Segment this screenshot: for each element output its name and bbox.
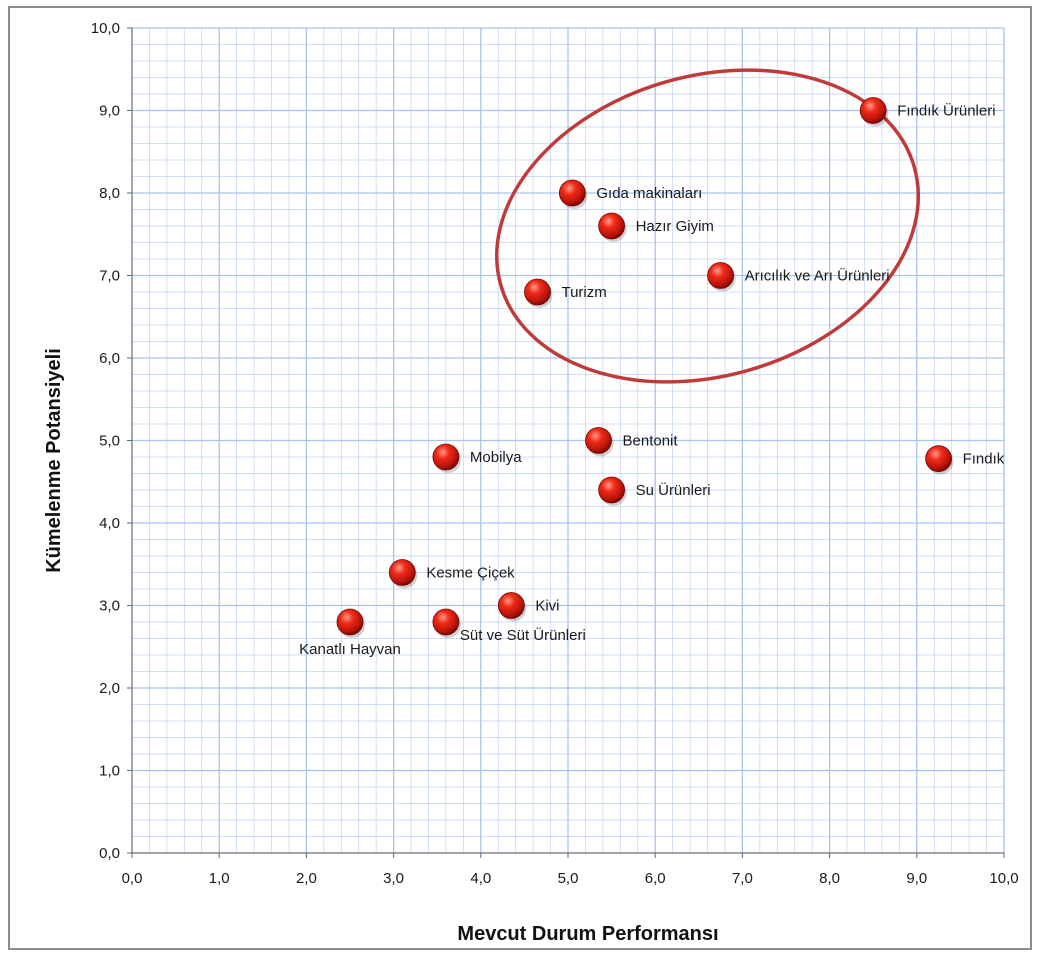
- data-point: Gıda makinaları: [558, 179, 702, 209]
- data-point: Kivi: [497, 592, 559, 622]
- point-label: Süt ve Süt Ürünleri: [460, 626, 586, 644]
- y-tick-label: 1,0: [99, 763, 120, 780]
- y-tick-label: 4,0: [99, 515, 120, 532]
- axis-ticks: 0,0 1,0 2,0 3,0 4,0 5,0 6,0 7,0 8,0 9,0 10,0 0,0 1,0…: [91, 20, 1019, 887]
- grid: [131, 27, 1005, 854]
- y-tick-label: 10,0: [91, 20, 120, 37]
- data-point: Hazır Giyim: [598, 212, 714, 242]
- point-label: Mobilya: [470, 449, 522, 466]
- x-tick-label: 3,0: [383, 870, 404, 887]
- y-axis-title: Kümelenme Potansiyeli: [43, 348, 65, 573]
- point-label: Bentonit: [623, 433, 679, 450]
- data-point: Fındık Ürünleri: [859, 97, 996, 127]
- point-label: Arıcılık ve Arı Ürünleri: [745, 267, 890, 285]
- data-point: Kesme Çiçek: [388, 559, 515, 589]
- data-point: Arıcılık ve Arı Ürünleri: [707, 262, 890, 292]
- x-tick-label: 7,0: [732, 870, 753, 887]
- y-tick-label: 3,0: [99, 598, 120, 615]
- point-marker: [598, 212, 625, 240]
- y-tick-label: 6,0: [99, 350, 120, 367]
- point-marker: [598, 476, 625, 504]
- point-marker: [585, 427, 612, 454]
- x-tick-label: 8,0: [819, 870, 840, 887]
- point-marker: [388, 559, 416, 586]
- point-label: Fındık: [963, 451, 1005, 468]
- point-label: Turizm: [561, 284, 606, 301]
- y-tick-label: 0,0: [99, 845, 120, 862]
- point-marker: [859, 97, 887, 124]
- point-marker: [497, 592, 525, 619]
- data-point: Fındık: [925, 445, 1005, 475]
- point-marker: [432, 443, 460, 471]
- point-marker: [925, 445, 952, 473]
- y-tick-label: 2,0: [99, 680, 120, 697]
- point-marker: [336, 608, 364, 636]
- point-label: Su Ürünleri: [636, 481, 711, 499]
- highlight-ellipse: [495, 68, 921, 384]
- point-marker: [558, 179, 586, 207]
- x-tick-label: 0,0: [122, 870, 143, 887]
- x-tick-label: 2,0: [296, 870, 317, 887]
- x-tick-label: 1,0: [209, 870, 230, 887]
- data-point: Süt ve Süt Ürünleri: [432, 608, 586, 644]
- x-tick-label: 9,0: [906, 870, 927, 887]
- data-point: Mobilya: [432, 443, 522, 473]
- x-tick-label: 4,0: [470, 870, 491, 887]
- point-label: Kivi: [535, 598, 559, 615]
- point-marker: [707, 262, 734, 289]
- point-label: Hazır Giyim: [636, 218, 714, 235]
- data-point: Kanatlı Hayvan: [299, 608, 401, 658]
- highlight-ellipse-layer: [495, 68, 921, 384]
- point-label: Kesme Çiçek: [426, 565, 515, 582]
- data-point: Su Ürünleri: [598, 476, 711, 506]
- data-point: Turizm: [524, 278, 607, 308]
- y-tick-label: 8,0: [99, 185, 120, 202]
- y-tick-label: 7,0: [99, 268, 120, 285]
- x-tick-label: 6,0: [645, 870, 666, 887]
- y-tick-label: 9,0: [99, 103, 120, 120]
- x-tick-label: 5,0: [558, 870, 579, 887]
- point-label: Kanatlı Hayvan: [299, 641, 401, 658]
- data-points: Fındık Ürünleri Gıda makinaları Hazır Giyi…: [299, 97, 1005, 658]
- point-label: Fındık Ürünleri: [897, 102, 995, 120]
- data-point: Bentonit: [585, 427, 679, 457]
- point-marker: [524, 278, 551, 306]
- y-tick-label: 5,0: [99, 433, 120, 450]
- x-tick-label: 10,0: [989, 870, 1018, 887]
- x-axis-title: Mevcut Durum Performansı: [457, 923, 718, 945]
- point-marker: [432, 608, 460, 636]
- point-label: Gıda makinaları: [596, 185, 702, 202]
